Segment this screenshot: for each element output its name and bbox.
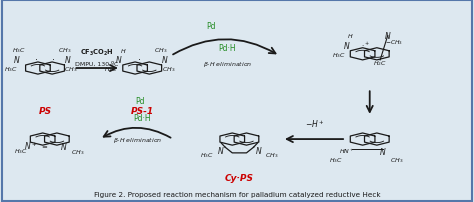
Text: $CH_3$: $CH_3$ <box>64 65 78 74</box>
Text: $CH_3$: $CH_3$ <box>71 147 84 156</box>
Text: $H_3C$: $H_3C$ <box>4 65 18 74</box>
Text: $H_2C$: $H_2C$ <box>373 59 387 68</box>
Text: $N$: $N$ <box>255 144 262 155</box>
Text: $HN^+$: $HN^+$ <box>339 146 355 155</box>
Text: $H_3C$: $H_3C$ <box>200 150 214 159</box>
Text: $H_3C$: $H_3C$ <box>12 46 26 55</box>
Text: ·: · <box>36 55 38 65</box>
Text: $CH_3$: $CH_3$ <box>391 155 404 164</box>
Text: $N^+$: $N^+$ <box>24 140 37 151</box>
Text: Pd: Pd <box>206 22 216 31</box>
Text: $H_3C$: $H_3C$ <box>328 155 343 164</box>
Text: $\beta$-$H$ elimination: $\beta$-$H$ elimination <box>113 135 162 144</box>
Text: $N$: $N$ <box>217 144 224 155</box>
Text: $\mathbf{CF_3CO_2H}$: $\mathbf{CF_3CO_2H}$ <box>80 47 114 58</box>
Text: $-CH_3$: $-CH_3$ <box>385 38 403 47</box>
Text: Pd·H: Pd·H <box>133 114 151 123</box>
Text: PS-1: PS-1 <box>131 107 154 116</box>
Text: $-H^+$: $-H^+$ <box>305 117 325 129</box>
Text: $CH_3$: $CH_3$ <box>58 46 72 55</box>
Text: $N$: $N$ <box>343 39 351 50</box>
Text: $\beta$-$H$ elimination: $\beta$-$H$ elimination <box>203 60 252 69</box>
Text: ·: · <box>138 55 141 65</box>
Text: $N$: $N$ <box>13 54 20 65</box>
Text: $N$: $N$ <box>379 145 387 156</box>
Text: $CH_3$: $CH_3$ <box>162 65 175 74</box>
Text: $H_3C$: $H_3C$ <box>332 51 346 60</box>
Text: Cy·PS: Cy·PS <box>225 173 254 182</box>
Text: $N$: $N$ <box>64 54 72 65</box>
Text: Figure 2. Proposed reaction mechanism for palladium catalyzed reductive Heck: Figure 2. Proposed reaction mechanism fo… <box>94 191 380 197</box>
Text: $H_3C$: $H_3C$ <box>104 65 118 74</box>
Text: PS: PS <box>38 107 52 116</box>
Text: $H$: $H$ <box>347 31 354 39</box>
Text: ·: · <box>52 55 55 65</box>
Text: $H_3C$: $H_3C$ <box>14 146 28 155</box>
Text: $CH_3$: $CH_3$ <box>155 46 168 55</box>
Text: $H$: $H$ <box>120 46 127 55</box>
Text: Pd: Pd <box>135 97 145 105</box>
Text: $\!\!=\!\!$: $\!\!=\!\!$ <box>42 142 48 148</box>
Text: $CH_3$: $CH_3$ <box>265 150 278 159</box>
Text: $N$: $N$ <box>384 30 392 41</box>
Text: $N$: $N$ <box>161 54 169 65</box>
Text: Pd·H: Pd·H <box>219 44 237 53</box>
Text: $\cdot^+$: $\cdot^+$ <box>362 42 370 48</box>
Text: DMPU, 130 ºC: DMPU, 130 ºC <box>75 61 119 66</box>
Text: $N$: $N$ <box>60 140 68 151</box>
Text: $N$: $N$ <box>115 54 122 65</box>
